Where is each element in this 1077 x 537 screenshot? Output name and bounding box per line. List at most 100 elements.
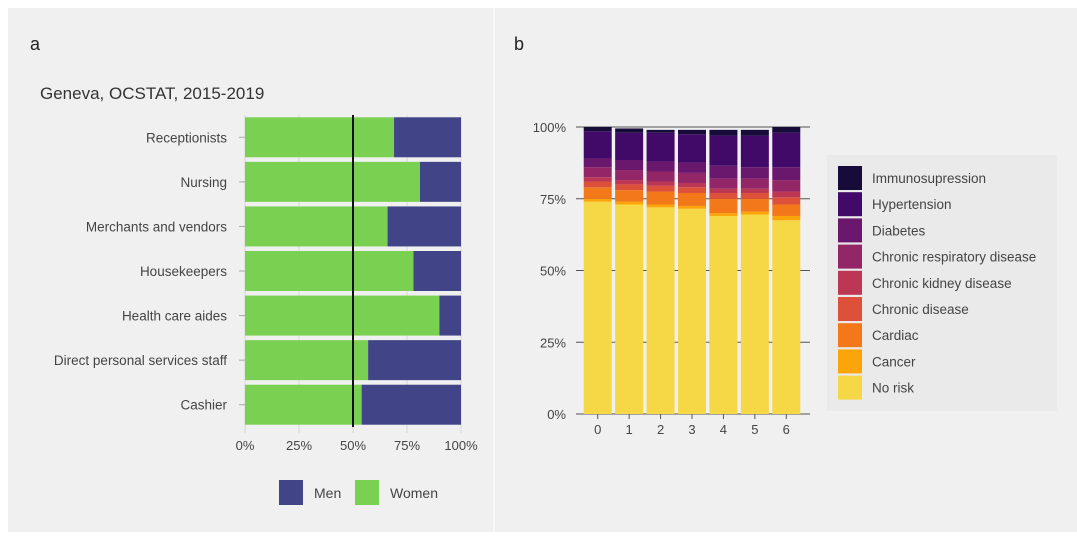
bar-segment-immunosupression-1 bbox=[615, 128, 644, 133]
bar-segment-cardiac-6 bbox=[772, 204, 801, 216]
bar-segment-cardiac-0 bbox=[583, 187, 612, 199]
bar-segment-chronic-disease-4 bbox=[709, 193, 738, 199]
bar-segment-diabetes-0 bbox=[583, 158, 612, 168]
bar-segment-chronic-kidney-disease-4 bbox=[709, 188, 738, 194]
legend-label-diabetes: Diabetes bbox=[872, 223, 926, 238]
legend-swatch-immunosupression bbox=[838, 166, 862, 190]
category-label: Nursing bbox=[180, 175, 227, 190]
x-tick-label: 2 bbox=[657, 422, 664, 437]
category-label: Merchants and vendors bbox=[86, 219, 227, 234]
x-tick-label: 6 bbox=[783, 422, 790, 437]
bar-women-nursing bbox=[245, 161, 420, 202]
legend-swatch-hypertension bbox=[838, 192, 862, 217]
bar-segment-no-risk-6 bbox=[772, 220, 801, 414]
legend-swatch-cancer bbox=[838, 349, 862, 374]
bar-segment-cancer-6 bbox=[772, 215, 801, 221]
y-tick-label: 75% bbox=[540, 192, 566, 207]
bar-segment-immunosupression-6 bbox=[772, 127, 801, 133]
bar-segment-cancer-2 bbox=[646, 204, 675, 208]
panel-b-chart: 0% 25% 50% 75% 100% 0 1 2 3 4 5 6 Immunosupression Hy… bbox=[533, 120, 1057, 437]
bar-women-cashier bbox=[245, 384, 362, 425]
bar-men-cashier bbox=[361, 384, 461, 425]
bar-segment-chronic-disease-6 bbox=[772, 197, 801, 205]
bar-segment-chronic-respiratory-disease-5 bbox=[740, 178, 769, 189]
bar-segment-cardiac-2 bbox=[646, 191, 675, 205]
bar-segment-chronic-kidney-disease-6 bbox=[772, 191, 801, 198]
bar-segment-chronic-respiratory-disease-3 bbox=[678, 172, 706, 183]
category-label: Direct personal services staff bbox=[54, 353, 227, 368]
bar-segment-chronic-respiratory-disease-0 bbox=[583, 167, 612, 178]
legend-label-women: Women bbox=[390, 485, 438, 501]
legend-label-cardiac: Cardiac bbox=[872, 328, 919, 343]
bar-segment-immunosupression-3 bbox=[678, 129, 706, 135]
bar-segment-hypertension-1 bbox=[615, 132, 644, 161]
legend-label-immunosupression: Immunosupression bbox=[872, 171, 986, 186]
category-label: Health care aides bbox=[122, 309, 227, 324]
bar-segment-chronic-respiratory-disease-4 bbox=[709, 178, 738, 189]
x-tick-label: 100% bbox=[444, 438, 478, 453]
bar-segment-cancer-4 bbox=[709, 213, 738, 216]
bar-segment-no-risk-1 bbox=[615, 204, 644, 414]
panel-a-title: Geneva, OCSTAT, 2015-2019 bbox=[40, 84, 264, 103]
x-tick-label: 4 bbox=[720, 422, 727, 437]
bar-women-direct-personal-services-staff bbox=[245, 340, 369, 381]
y-tick-label: 100% bbox=[533, 120, 567, 135]
bar-men-direct-personal-services-staff bbox=[368, 340, 461, 381]
bar-segment-chronic-disease-2 bbox=[646, 185, 675, 192]
legend-swatch-chronic-disease bbox=[838, 297, 862, 321]
x-tick-label: 0 bbox=[594, 422, 601, 437]
bar-segment-chronic-respiratory-disease-6 bbox=[772, 180, 801, 192]
bar-men-merchants-and-vendors bbox=[387, 206, 461, 247]
panel-a-letter: a bbox=[30, 34, 41, 54]
bar-segment-no-risk-4 bbox=[709, 215, 738, 414]
bar-segment-hypertension-2 bbox=[646, 132, 675, 162]
bar-segment-chronic-disease-5 bbox=[740, 193, 769, 199]
bar-segment-cancer-5 bbox=[740, 211, 769, 215]
bar-segment-chronic-kidney-disease-2 bbox=[646, 181, 675, 186]
x-tick-label: 1 bbox=[626, 422, 633, 437]
bar-segment-diabetes-1 bbox=[615, 160, 644, 171]
x-tick-label: 5 bbox=[751, 422, 758, 437]
bar-segment-cardiac-3 bbox=[678, 193, 706, 206]
category-label: Cashier bbox=[180, 398, 227, 413]
y-tick-label: 50% bbox=[540, 264, 566, 279]
bar-women-merchants-and-vendors bbox=[245, 206, 388, 247]
bar-segment-diabetes-2 bbox=[646, 161, 675, 172]
bar-women-housekeepers bbox=[245, 251, 414, 291]
legend-swatch-women bbox=[355, 480, 379, 505]
panel-a-chart: 0% 25% 50% 75% 100% Receptionists Nursing Merch… bbox=[54, 115, 478, 505]
bar-segment-cancer-3 bbox=[678, 205, 706, 209]
bar-segment-diabetes-4 bbox=[709, 165, 738, 179]
legend-swatch-cardiac bbox=[838, 323, 862, 348]
bar-segment-hypertension-5 bbox=[740, 135, 769, 168]
bar-men-receptionists bbox=[394, 117, 461, 158]
legend-swatch-chronic-respiratory-disease bbox=[838, 244, 862, 269]
bar-segment-chronic-kidney-disease-0 bbox=[583, 177, 612, 182]
bar-segment-hypertension-3 bbox=[678, 134, 706, 163]
bar-segment-immunosupression-4 bbox=[709, 129, 738, 136]
y-tick-label: 0% bbox=[547, 407, 566, 422]
bar-segment-chronic-kidney-disease-5 bbox=[740, 188, 769, 194]
x-tick-label: 50% bbox=[340, 438, 366, 453]
bar-segment-cardiac-1 bbox=[615, 190, 644, 202]
legend-box bbox=[827, 155, 1057, 411]
legend-label-men: Men bbox=[314, 485, 341, 501]
x-tick-label: 25% bbox=[286, 438, 312, 453]
bar-segment-diabetes-5 bbox=[740, 167, 769, 179]
bar-segment-cardiac-4 bbox=[709, 198, 738, 214]
x-tick-label: 3 bbox=[688, 422, 695, 437]
legend-label-chronic-kidney-disease: Chronic kidney disease bbox=[872, 276, 1012, 291]
bar-segment-cardiac-5 bbox=[740, 198, 769, 212]
bar-women-health-care-aides bbox=[245, 295, 440, 336]
bar-segment-hypertension-6 bbox=[772, 132, 801, 168]
legend-swatch-men bbox=[279, 480, 303, 505]
bar-segment-immunosupression-2 bbox=[646, 129, 675, 133]
bar-segment-cancer-1 bbox=[615, 201, 644, 205]
legend-label-hypertension: Hypertension bbox=[872, 197, 952, 212]
category-label: Receptionists bbox=[146, 130, 227, 145]
bar-segment-chronic-respiratory-disease-1 bbox=[615, 170, 644, 181]
bar-segment-diabetes-3 bbox=[678, 162, 706, 173]
bar-segment-hypertension-4 bbox=[709, 135, 738, 166]
bar-men-housekeepers bbox=[413, 251, 461, 291]
